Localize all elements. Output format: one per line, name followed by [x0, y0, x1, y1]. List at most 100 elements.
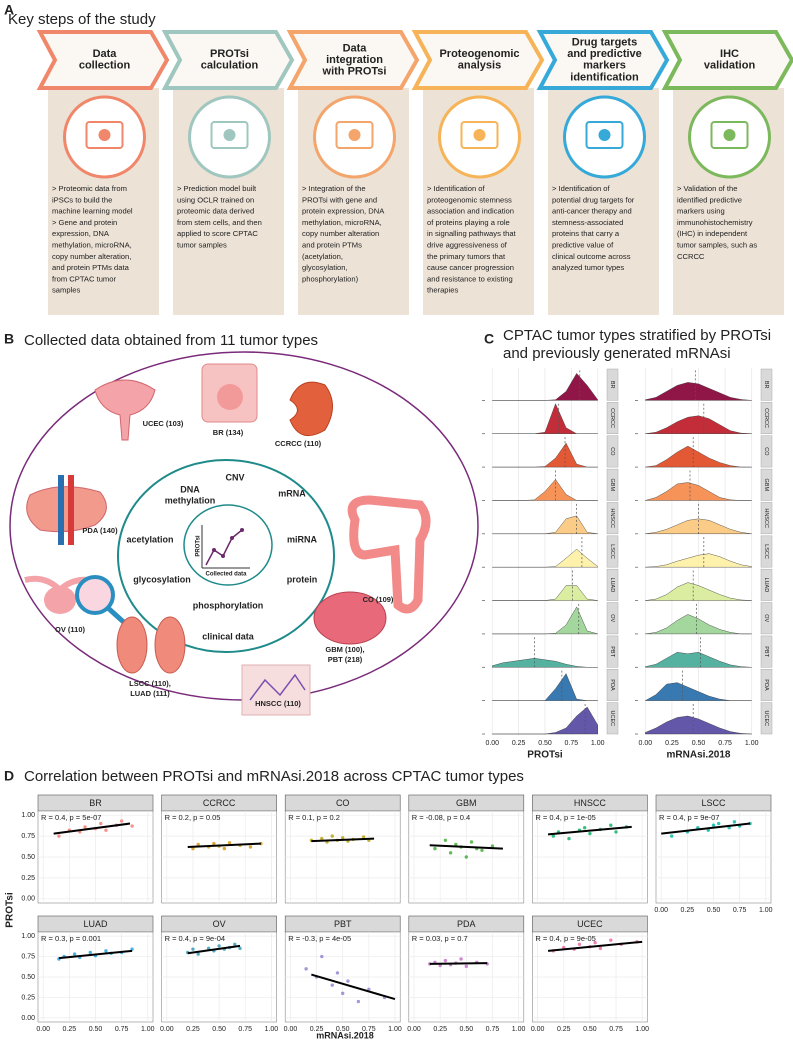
stat-label: R = 0.3, p = 0.001: [41, 934, 101, 943]
data-type: protein: [287, 574, 318, 584]
step-title: and predictive: [567, 48, 642, 60]
step-chevron: [536, 30, 670, 90]
y-tick-label: 0.00: [21, 896, 35, 903]
point: [196, 842, 200, 847]
x-tick-label: 0.25: [433, 1026, 447, 1033]
step-title: Proteogenomic: [439, 48, 519, 60]
tumor-label: CCRCC (110): [275, 439, 322, 448]
vessel-icon: [68, 475, 74, 545]
x-tick-label: 1.00: [591, 740, 605, 747]
brain-icon: [313, 591, 387, 645]
step-text: applied to score CPTAC: [177, 229, 258, 238]
step-text: clinical outcome across: [552, 252, 631, 261]
x-tick-label: 0.25: [681, 907, 695, 914]
x-tick-label: 0.00: [407, 1026, 421, 1033]
data-type: glycosylation: [133, 574, 191, 584]
point: [464, 964, 468, 969]
step-text: identified predictive: [677, 195, 742, 204]
x-tick-label: 0.50: [707, 907, 721, 914]
step-icon: [98, 129, 111, 141]
strip: [760, 468, 773, 501]
point: [598, 946, 603, 951]
vessel-icon: [58, 475, 64, 545]
step-text: analyzed tumor types: [552, 263, 624, 272]
tumor-label: PDA (140): [82, 526, 118, 535]
uterus-icon: [94, 379, 156, 441]
density: [645, 614, 752, 635]
point: [248, 845, 253, 849]
y-tick-label: 0.25: [21, 994, 35, 1001]
step-icon: [223, 129, 236, 141]
step-text: proteogenomic stemness: [427, 195, 512, 204]
strip: [760, 568, 773, 601]
strip: [606, 635, 619, 668]
ovary-icon: [44, 586, 76, 614]
step-chevron: [286, 30, 420, 90]
step-text: > Gene and protein: [52, 218, 117, 227]
data-type: acetylation: [126, 534, 173, 544]
point: [191, 947, 195, 951]
strip-label: HNSCC: [574, 798, 607, 808]
strip-label: GBM: [609, 479, 615, 492]
density: [645, 582, 752, 601]
point: [320, 954, 324, 959]
step-icon: [335, 121, 374, 149]
x-tick-label: 0.75: [565, 740, 579, 747]
x-tick-label: 0.00: [654, 907, 668, 914]
step-text: proteomic data derived: [177, 207, 254, 216]
point: [454, 842, 458, 847]
strip-label: BR: [609, 381, 615, 389]
density: [644, 682, 752, 701]
stat-label: R = 0.4, p = 1e-05: [535, 813, 595, 822]
x-tick-label: 0.50: [212, 1026, 226, 1033]
step-icon: [348, 129, 361, 141]
strip: [760, 435, 773, 468]
x-tick-label: 1.00: [745, 740, 759, 747]
point: [330, 983, 334, 987]
x-tick-label: 0.00: [284, 1026, 298, 1033]
strip: [760, 602, 773, 635]
point: [83, 825, 87, 829]
step-text: > Integration of the: [302, 184, 366, 193]
step-icon: [598, 129, 611, 141]
y-axis-title: PROTsi: [5, 892, 16, 928]
step-text: copy number alteration: [302, 229, 379, 238]
y-tick-label: 0.00: [21, 1015, 35, 1022]
step-title: validation: [704, 60, 756, 72]
x-tick-label: 1.00: [141, 1026, 155, 1033]
point: [238, 946, 242, 951]
point: [567, 836, 571, 841]
point: [217, 944, 221, 948]
point: [551, 834, 556, 838]
stat-label: R = 0.4, p = 9e-05: [535, 934, 595, 943]
y-tick-label: 0.25: [21, 875, 35, 882]
step-text: tumor samples, such as: [677, 241, 757, 250]
data-type: CNV: [225, 472, 244, 482]
strip-label: OV: [213, 919, 226, 929]
x-axis-title: PROTsi: [527, 750, 563, 761]
x-tick-label: 0.50: [538, 740, 552, 747]
tumor-label: LSCC (110),: [129, 679, 171, 688]
panel-label: D: [4, 768, 14, 784]
step-chevron: [36, 30, 170, 90]
fit-line: [311, 973, 396, 1001]
density: [645, 415, 752, 434]
step-icon: [473, 129, 486, 141]
fit-line: [429, 844, 503, 850]
x-tick-label: 0.00: [485, 740, 499, 747]
fit-line: [187, 842, 261, 848]
point: [222, 846, 227, 851]
panel-label: A: [4, 2, 14, 18]
center-xlabel: Collected data: [205, 572, 247, 578]
density: [645, 652, 752, 668]
strip: [760, 368, 773, 401]
density: [492, 706, 598, 735]
step-text: immunohistochemistry: [677, 218, 753, 227]
step-title: analysis: [458, 60, 501, 72]
strip-label: CCRCC: [609, 408, 615, 428]
step-text: machine learning model: [52, 207, 133, 216]
step-text: anti-cancer therapy and: [552, 207, 632, 216]
step-title: identification: [570, 71, 639, 83]
step-chevron: [161, 30, 295, 90]
